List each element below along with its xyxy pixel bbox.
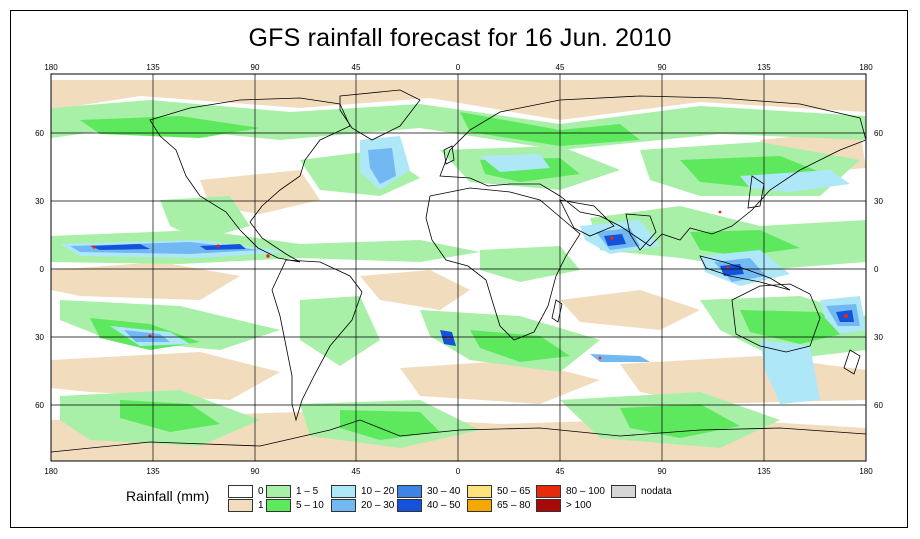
lat-tick-right: 60 (874, 401, 883, 410)
lat-ticks-right: 60 30 0 30 60 (874, 129, 883, 410)
eurasia-outline (439, 95, 866, 247)
lon-ticks-bottom: 180 135 90 45 0 45 90 135 180 (44, 467, 873, 476)
legend-swatch-11 (536, 499, 561, 512)
lon-tick-top: 180 (859, 63, 873, 72)
lat-tick-left: 0 (40, 265, 45, 274)
lat-tick-left: 60 (35, 401, 44, 410)
legend-label-6: 30 – 40 (427, 486, 461, 497)
africa-outline (425, 187, 581, 341)
lon-tick-bottom: 0 (456, 467, 461, 476)
map-border (50, 73, 867, 462)
figure-frame (10, 10, 908, 528)
antarctica-outline (51, 419, 866, 453)
legend-label-4: 10 – 20 (361, 486, 395, 497)
lon-tick-top: 135 (146, 63, 160, 72)
legend-swatch-9 (467, 499, 492, 512)
lat-tick-right: 30 (874, 197, 883, 206)
lon-tick-bottom: 45 (556, 467, 565, 476)
graticule (51, 74, 866, 461)
australia-outline (731, 283, 821, 353)
lon-tick-bottom: 180 (859, 467, 873, 476)
lon-tick-top: 90 (658, 63, 667, 72)
lon-tick-top: 180 (44, 63, 58, 72)
lat-ticks-left: 60 30 0 30 60 (35, 129, 44, 410)
legend-label-12: nodata (641, 486, 672, 497)
legend-swatch-5 (331, 499, 356, 512)
south-america-outline (271, 259, 363, 422)
lon-tick-top: 135 (757, 63, 771, 72)
legend-swatch-2 (266, 485, 291, 498)
legend-title: Rainfall (mm) (126, 488, 210, 504)
legend-swatch-6 (397, 485, 422, 498)
lon-tick-bottom: 180 (44, 467, 58, 476)
new-zealand-outline (843, 349, 861, 375)
north-america-outline (149, 97, 351, 263)
lon-tick-bottom: 45 (352, 467, 361, 476)
maritime-se-asia-outline (699, 255, 791, 291)
lon-tick-bottom: 90 (658, 467, 667, 476)
arabia-outline (559, 199, 615, 237)
legend-label-1: 1 (258, 500, 264, 511)
india-outline (625, 213, 657, 251)
lon-ticks-top: 180 135 90 45 0 45 90 135 180 (44, 63, 873, 72)
legend-label-11: > 100 (566, 500, 592, 511)
lat-tick-right: 0 (874, 265, 879, 274)
legend-swatch-7 (397, 499, 422, 512)
lon-tick-bottom: 90 (251, 467, 260, 476)
legend-label-9: 65 – 80 (497, 500, 531, 511)
legend-label-10: 80 – 100 (566, 486, 605, 497)
lat-tick-left: 60 (35, 129, 44, 138)
legend-swatch-1 (228, 499, 253, 512)
lon-tick-top: 90 (251, 63, 260, 72)
lon-tick-bottom: 135 (146, 467, 160, 476)
lon-tick-top: 0 (456, 63, 461, 72)
legend-label-7: 40 – 50 (427, 500, 461, 511)
lat-tick-right: 60 (874, 129, 883, 138)
coastlines (51, 89, 866, 453)
japan-outline (747, 175, 765, 209)
rain-layer-40-50mm (90, 234, 854, 346)
legend-swatch-4 (331, 485, 356, 498)
lon-tick-bottom: 135 (757, 467, 771, 476)
legend-swatch-12 (611, 485, 636, 498)
uk-outline (443, 145, 455, 165)
legend-label-2: 1 – 5 (296, 486, 319, 497)
legend-swatch-8 (467, 485, 492, 498)
lon-tick-top: 45 (556, 63, 565, 72)
legend-label-8: 50 – 65 (497, 486, 531, 497)
lat-tick-right: 30 (874, 333, 883, 342)
legend-swatch-10 (536, 485, 561, 498)
legend-label-0: 0 (258, 486, 264, 497)
legend-label-5: 20 – 30 (361, 500, 395, 511)
legend-swatch-3 (266, 499, 291, 512)
lat-tick-left: 30 (35, 197, 44, 206)
map-title: GFS rainfall forecast for 16 Jun. 2010 (248, 24, 672, 52)
legend-swatch-0 (228, 485, 253, 498)
lon-tick-top: 45 (352, 63, 361, 72)
legend-label-3: 5 – 10 (296, 500, 324, 511)
lat-tick-left: 30 (35, 333, 44, 342)
